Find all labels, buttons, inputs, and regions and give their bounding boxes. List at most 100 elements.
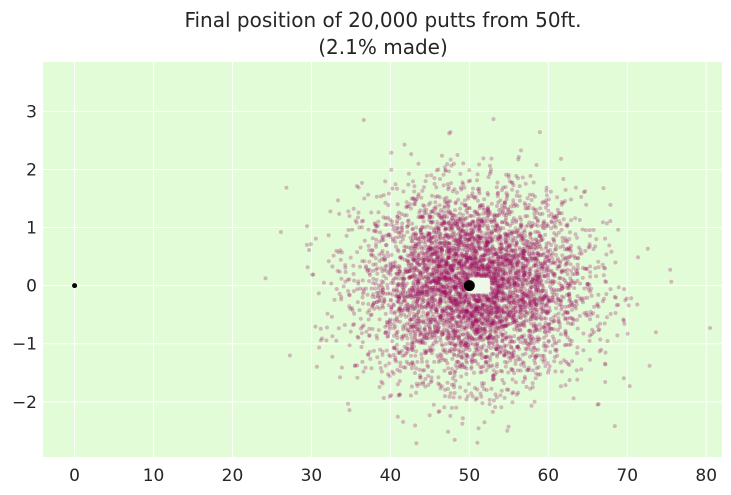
putt-point [452,353,457,358]
putt-point [459,322,464,327]
putt-point [512,280,517,285]
putt-point [379,256,384,261]
putt-point [435,250,440,255]
putt-point [401,280,406,285]
putt-point [475,387,480,392]
putt-point [393,244,398,249]
putt-point [508,289,513,293]
putt-point [521,299,526,304]
putt-point [456,254,461,259]
putt-point [512,320,517,325]
putt-point [546,197,551,202]
putt-point [439,300,443,305]
putt-point [339,365,344,370]
putt-point [429,295,434,300]
putt-point [440,308,445,313]
putt-point [557,281,562,286]
putt-point [554,300,559,305]
putt-point [498,309,503,314]
putt-point [440,332,445,337]
putt-point [397,306,402,311]
putt-point [422,298,427,303]
putt-point [455,354,460,359]
putt-point [448,341,453,346]
putt-point [444,350,449,355]
putt-point [459,292,463,296]
putt-point [456,334,461,339]
putt-point [434,335,438,340]
putt-point [475,273,479,278]
putt-point [464,297,469,302]
putt-point [428,248,433,253]
putt-point [487,228,492,233]
putt-point [398,369,403,374]
putt-point [524,384,529,389]
putt-point [439,269,444,273]
putt-point [391,288,396,293]
putt-point [391,302,396,307]
putt-point [414,232,418,237]
putt-point [445,245,450,250]
putt-point [402,213,407,218]
putt-point [443,283,448,287]
putt-point [443,308,448,313]
putt-point [456,239,461,243]
putt-point [426,298,431,303]
putt-point [419,276,424,281]
putt-point [507,243,511,248]
putt-point [498,393,503,398]
putt-point [433,194,438,199]
putt-point [534,323,538,328]
putt-point [496,334,501,339]
putt-point [424,255,429,260]
putt-point [526,223,530,228]
putt-point [418,375,423,380]
putt-point [457,296,462,300]
putt-point [395,214,400,219]
putt-point [435,234,440,239]
putt-point [421,340,425,345]
putt-point [448,130,453,135]
putt-point [454,266,459,271]
putt-point [550,343,555,348]
putt-point [524,293,529,298]
putt-point [537,130,542,135]
putt-point [452,248,457,253]
putt-point [497,349,502,354]
putt-point [440,263,445,268]
putt-point [391,264,396,269]
putt-point [482,326,487,331]
putt-point [389,264,393,269]
putt-point [446,249,451,254]
putt-point [535,240,540,245]
putt-point [468,256,473,261]
putt-point [465,332,470,337]
putt-point [500,247,505,252]
putt-point [496,286,500,291]
putt-point [380,234,385,239]
putt-point [524,278,529,283]
putt-point [470,261,475,266]
putt-point [437,259,442,264]
putt-point [421,235,426,240]
putt-point [500,255,505,260]
putt-point [450,227,454,231]
putt-point [366,192,371,197]
putt-point [414,313,419,317]
putt-point [381,300,386,305]
putt-point [475,238,480,243]
putt-point [394,332,399,337]
putt-point [516,281,521,286]
putt-point [381,238,386,242]
putt-point [594,274,599,279]
putt-point [500,296,505,301]
putt-point [396,351,401,355]
x-tick-label: 80 [695,466,717,486]
putt-point [480,338,485,343]
putt-point [572,272,577,276]
putt-point [347,408,352,413]
putt-point [489,278,494,283]
putt-point [493,251,498,256]
putt-point [507,299,512,304]
putt-point [575,317,580,322]
